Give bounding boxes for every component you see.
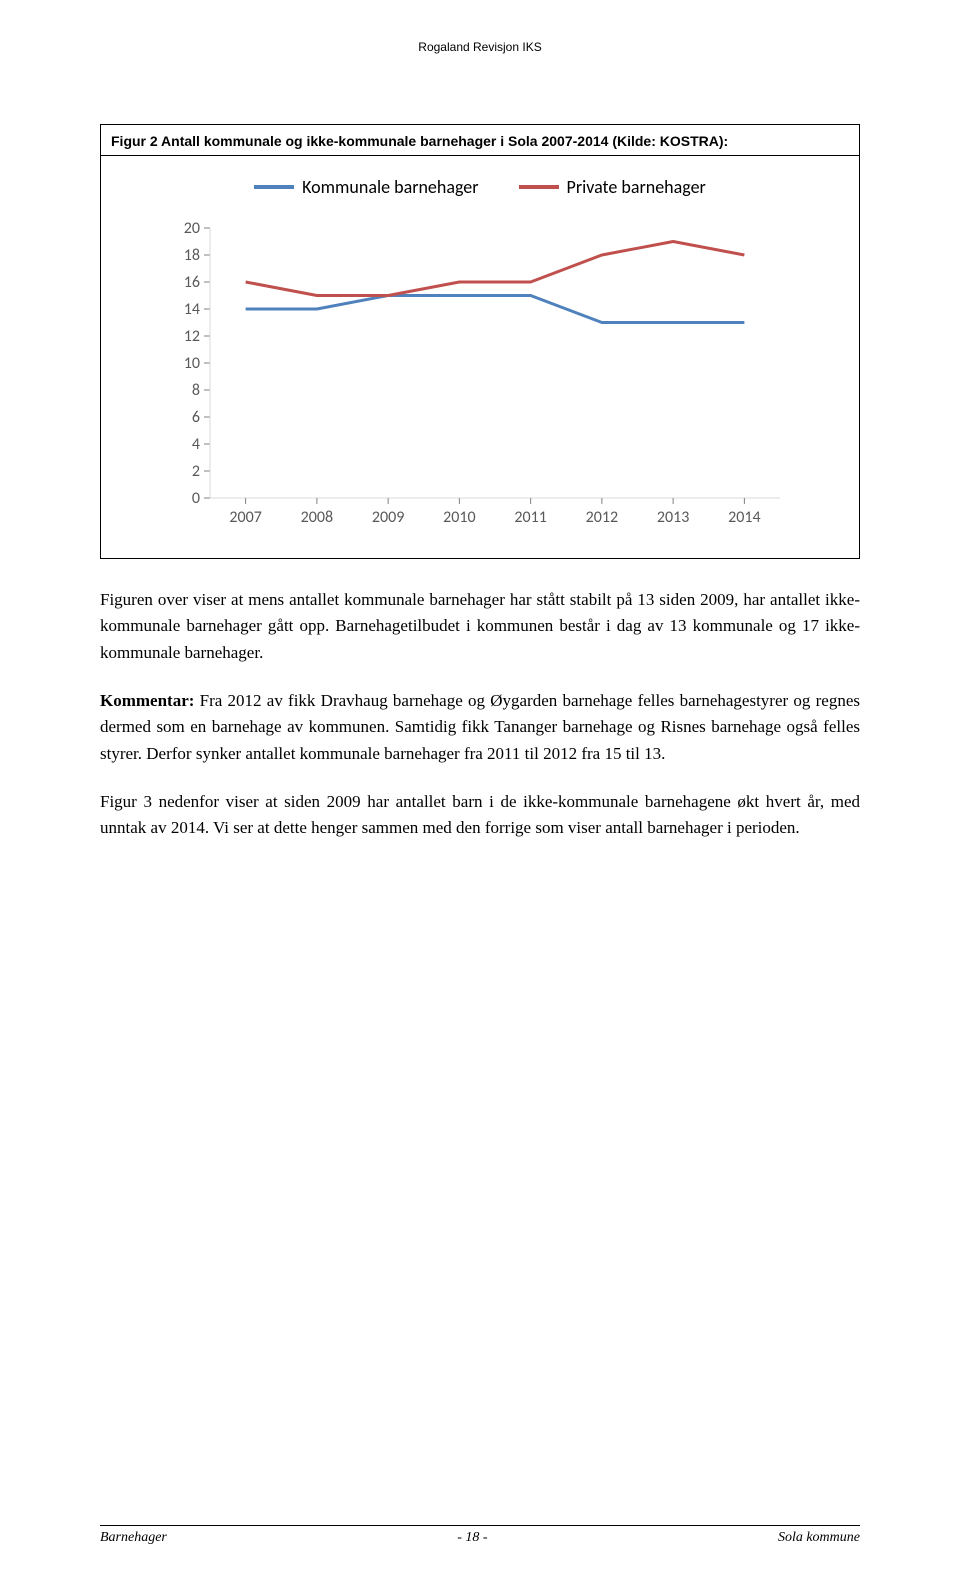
svg-text:2013: 2013 <box>657 508 689 527</box>
footer-left: Barnehager <box>100 1530 167 1546</box>
svg-text:0: 0 <box>192 489 200 508</box>
svg-text:12: 12 <box>184 327 200 346</box>
svg-text:4: 4 <box>192 435 200 454</box>
figure-title: Figur 2 Antall kommunale og ikke-kommuna… <box>100 124 860 156</box>
paragraph-3: Figur 3 nedenfor viser at siden 2009 har… <box>100 789 860 842</box>
page: Rogaland Revisjon IKS Figur 2 Antall kom… <box>0 0 960 1576</box>
paragraph-2-prefix: Kommentar: <box>100 691 194 710</box>
legend-label-kommunale: Kommunale barnehager <box>302 176 478 198</box>
paragraph-2-body: Fra 2012 av fikk Dravhaug barnehage og Ø… <box>100 691 860 763</box>
footer-center: - 18 - <box>457 1530 487 1546</box>
legend-swatch-private <box>519 185 559 189</box>
footer-right: Sola kommune <box>778 1530 860 1546</box>
svg-text:16: 16 <box>184 273 200 292</box>
svg-text:8: 8 <box>192 381 200 400</box>
svg-text:2011: 2011 <box>514 508 546 527</box>
paragraph-1: Figuren over viser at mens antallet komm… <box>100 587 860 666</box>
svg-text:10: 10 <box>184 354 200 373</box>
page-footer: Barnehager - 18 - Sola kommune <box>100 1525 860 1546</box>
svg-text:2014: 2014 <box>728 508 760 527</box>
legend-item-kommunale: Kommunale barnehager <box>254 176 478 198</box>
body-text: Figuren over viser at mens antallet komm… <box>100 587 860 842</box>
chart-container: Kommunale barnehager Private barnehager … <box>100 156 860 559</box>
svg-text:2007: 2007 <box>229 508 261 527</box>
line-chart: 0 2 4 6 8 10 12 14 16 18 20 2007 2008 2009 2010 2011 201… <box>160 218 800 538</box>
legend-item-private: Private barnehager <box>519 176 706 198</box>
svg-text:6: 6 <box>192 408 200 427</box>
svg-text:2010: 2010 <box>443 508 475 527</box>
svg-text:2012: 2012 <box>586 508 618 527</box>
svg-text:14: 14 <box>184 300 200 319</box>
svg-text:18: 18 <box>184 246 200 265</box>
legend-swatch-kommunale <box>254 185 294 189</box>
svg-text:2: 2 <box>192 462 200 481</box>
svg-text:20: 20 <box>184 219 200 238</box>
page-header: Rogaland Revisjon IKS <box>100 40 860 54</box>
svg-text:2009: 2009 <box>372 508 404 527</box>
legend-label-private: Private barnehager <box>567 176 706 198</box>
svg-text:2008: 2008 <box>301 508 333 527</box>
chart-legend: Kommunale barnehager Private barnehager <box>141 176 819 198</box>
paragraph-2: Kommentar: Fra 2012 av fikk Dravhaug bar… <box>100 688 860 767</box>
